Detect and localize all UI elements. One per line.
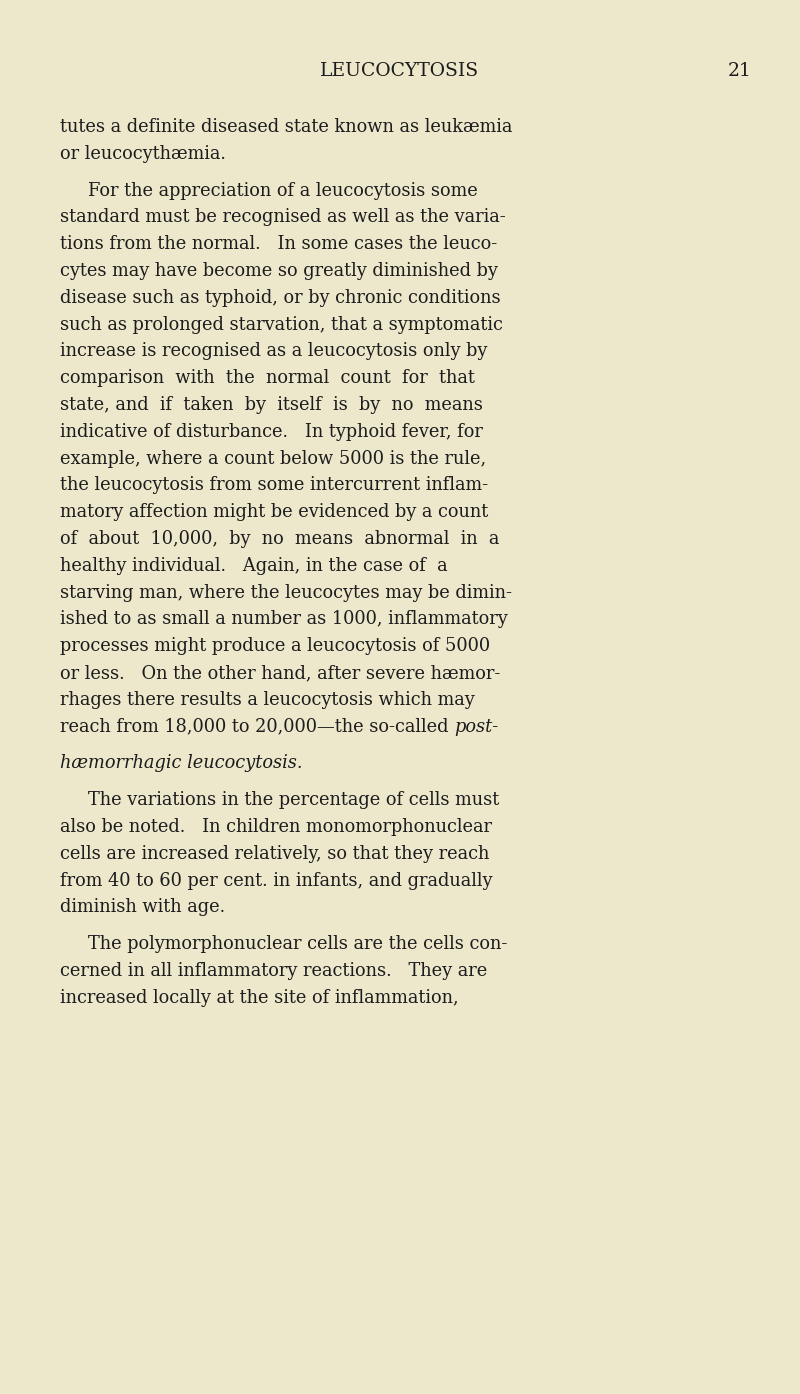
Text: disease such as typhoid, or by chronic conditions: disease such as typhoid, or by chronic c… — [60, 289, 501, 307]
Text: processes might produce a leucocytosis of 5000: processes might produce a leucocytosis o… — [60, 637, 490, 655]
Text: matory affection might be evidenced by a count: matory affection might be evidenced by a… — [60, 503, 488, 521]
Text: diminish with age.: diminish with age. — [60, 898, 225, 916]
Text: increase is recognised as a leucocytosis only by: increase is recognised as a leucocytosis… — [60, 343, 487, 361]
Text: tions from the normal.   In some cases the leuco-: tions from the normal. In some cases the… — [60, 236, 498, 254]
Text: cells are increased relatively, so that they reach: cells are increased relatively, so that … — [60, 845, 490, 863]
Text: state, and  if  taken  by  itself  is  by  no  means: state, and if taken by itself is by no m… — [60, 396, 483, 414]
Text: or leucocythæmia.: or leucocythæmia. — [60, 145, 226, 163]
Text: post-: post- — [454, 718, 498, 736]
Text: also be noted.   In children monomorphonuclear: also be noted. In children monomorphonuc… — [60, 818, 492, 836]
Text: increased locally at the site of inflammation,: increased locally at the site of inflamm… — [60, 988, 458, 1006]
Text: healthy individual.   Again, in the case of  a: healthy individual. Again, in the case o… — [60, 556, 448, 574]
Text: 21: 21 — [728, 61, 752, 79]
Text: from 40 to 60 per cent. in infants, and gradually: from 40 to 60 per cent. in infants, and … — [60, 871, 493, 889]
Text: rhages there results a leucocytosis which may: rhages there results a leucocytosis whic… — [60, 691, 474, 708]
Text: or less.   On the other hand, after severe hæmor-: or less. On the other hand, after severe… — [60, 664, 500, 682]
Text: starving man, where the leucocytes may be dimin-: starving man, where the leucocytes may b… — [60, 584, 512, 602]
Text: cytes may have become so greatly diminished by: cytes may have become so greatly diminis… — [60, 262, 498, 280]
Text: tutes a definite diseased state known as leukæmia: tutes a definite diseased state known as… — [60, 118, 512, 137]
Text: For the appreciation of a leucocytosis some: For the appreciation of a leucocytosis s… — [88, 181, 478, 199]
Text: the leucocytosis from some intercurrent inflam-: the leucocytosis from some intercurrent … — [60, 477, 488, 495]
Text: comparison  with  the  normal  count  for  that: comparison with the normal count for tha… — [60, 369, 475, 388]
Text: LEUCOCYTOSIS: LEUCOCYTOSIS — [321, 61, 479, 79]
Text: standard must be recognised as well as the varia-: standard must be recognised as well as t… — [60, 208, 506, 226]
Text: reach from 18,000 to 20,000—the so-called: reach from 18,000 to 20,000—the so-calle… — [60, 718, 454, 736]
Text: The polymorphonuclear cells are the cells con-: The polymorphonuclear cells are the cell… — [88, 935, 507, 953]
Text: cerned in all inflammatory reactions.   They are: cerned in all inflammatory reactions. Th… — [60, 962, 487, 980]
Text: The variations in the percentage of cells must: The variations in the percentage of cell… — [88, 792, 499, 809]
Text: indicative of disturbance.   In typhoid fever, for: indicative of disturbance. In typhoid fe… — [60, 422, 483, 441]
Text: example, where a count below 5000 is the rule,: example, where a count below 5000 is the… — [60, 450, 486, 467]
Text: ished to as small a number as 1000, inflammatory: ished to as small a number as 1000, infl… — [60, 611, 508, 629]
Text: of  about  10,000,  by  no  means  abnormal  in  a: of about 10,000, by no means abnormal in… — [60, 530, 499, 548]
Text: such as prolonged starvation, that a symptomatic: such as prolonged starvation, that a sym… — [60, 315, 503, 333]
Text: hæmorrhagic leucocytosis.: hæmorrhagic leucocytosis. — [60, 754, 302, 772]
